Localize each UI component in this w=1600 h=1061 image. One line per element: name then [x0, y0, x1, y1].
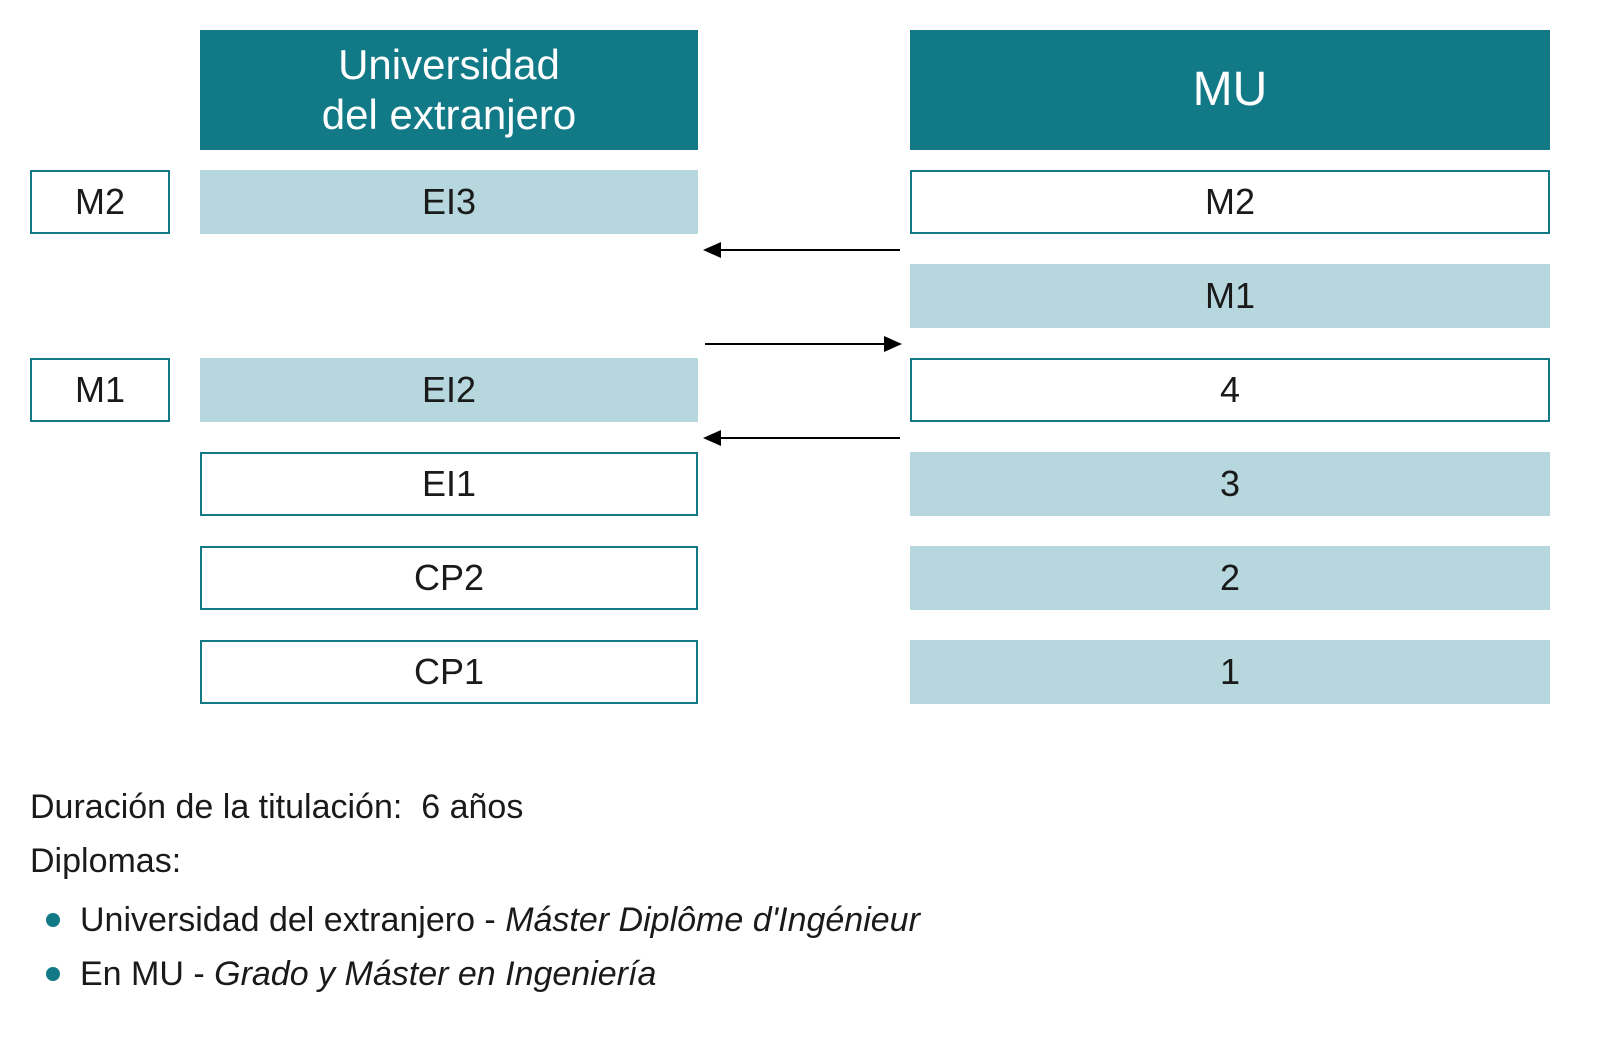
flow-arrow [705, 437, 900, 439]
diploma-item: En MU - Grado y Máster en Ingeniería [46, 947, 1570, 1001]
footer-text: Duración de la titulación: 6 años Diplom… [30, 780, 1570, 1002]
right-cell: M2 [910, 170, 1550, 234]
diplomas-label: Diplomas: [30, 834, 1570, 888]
duration-line: Duración de la titulación: 6 años [30, 780, 1570, 834]
right-cell: 2 [910, 546, 1550, 610]
right-cell: 4 [910, 358, 1550, 422]
left-cell: EI3 [200, 170, 698, 234]
right-cell: 3 [910, 452, 1550, 516]
duration-label: Duración de la titulación: [30, 788, 402, 826]
flow-arrow [705, 249, 900, 251]
left-cell: CP2 [200, 546, 698, 610]
left-cell: EI2 [200, 358, 698, 422]
left-cell: CP1 [200, 640, 698, 704]
curriculum-diagram: Universidaddel extranjero MU M2 M1 EI3 EI2 EI1… [30, 30, 1570, 750]
right-cell: M1 [910, 264, 1550, 328]
side-label: M2 [30, 170, 170, 234]
right-cell: 1 [910, 640, 1550, 704]
flow-arrow [705, 343, 900, 345]
side-label: M1 [30, 358, 170, 422]
left-cell: EI1 [200, 452, 698, 516]
diplomas-list: Universidad del extranjero - Máster Dipl… [46, 893, 1570, 1002]
header-left: Universidaddel extranjero [200, 30, 698, 150]
header-right: MU [910, 30, 1550, 150]
duration-value: 6 años [421, 788, 523, 826]
diploma-item: Universidad del extranjero - Máster Dipl… [46, 893, 1570, 947]
